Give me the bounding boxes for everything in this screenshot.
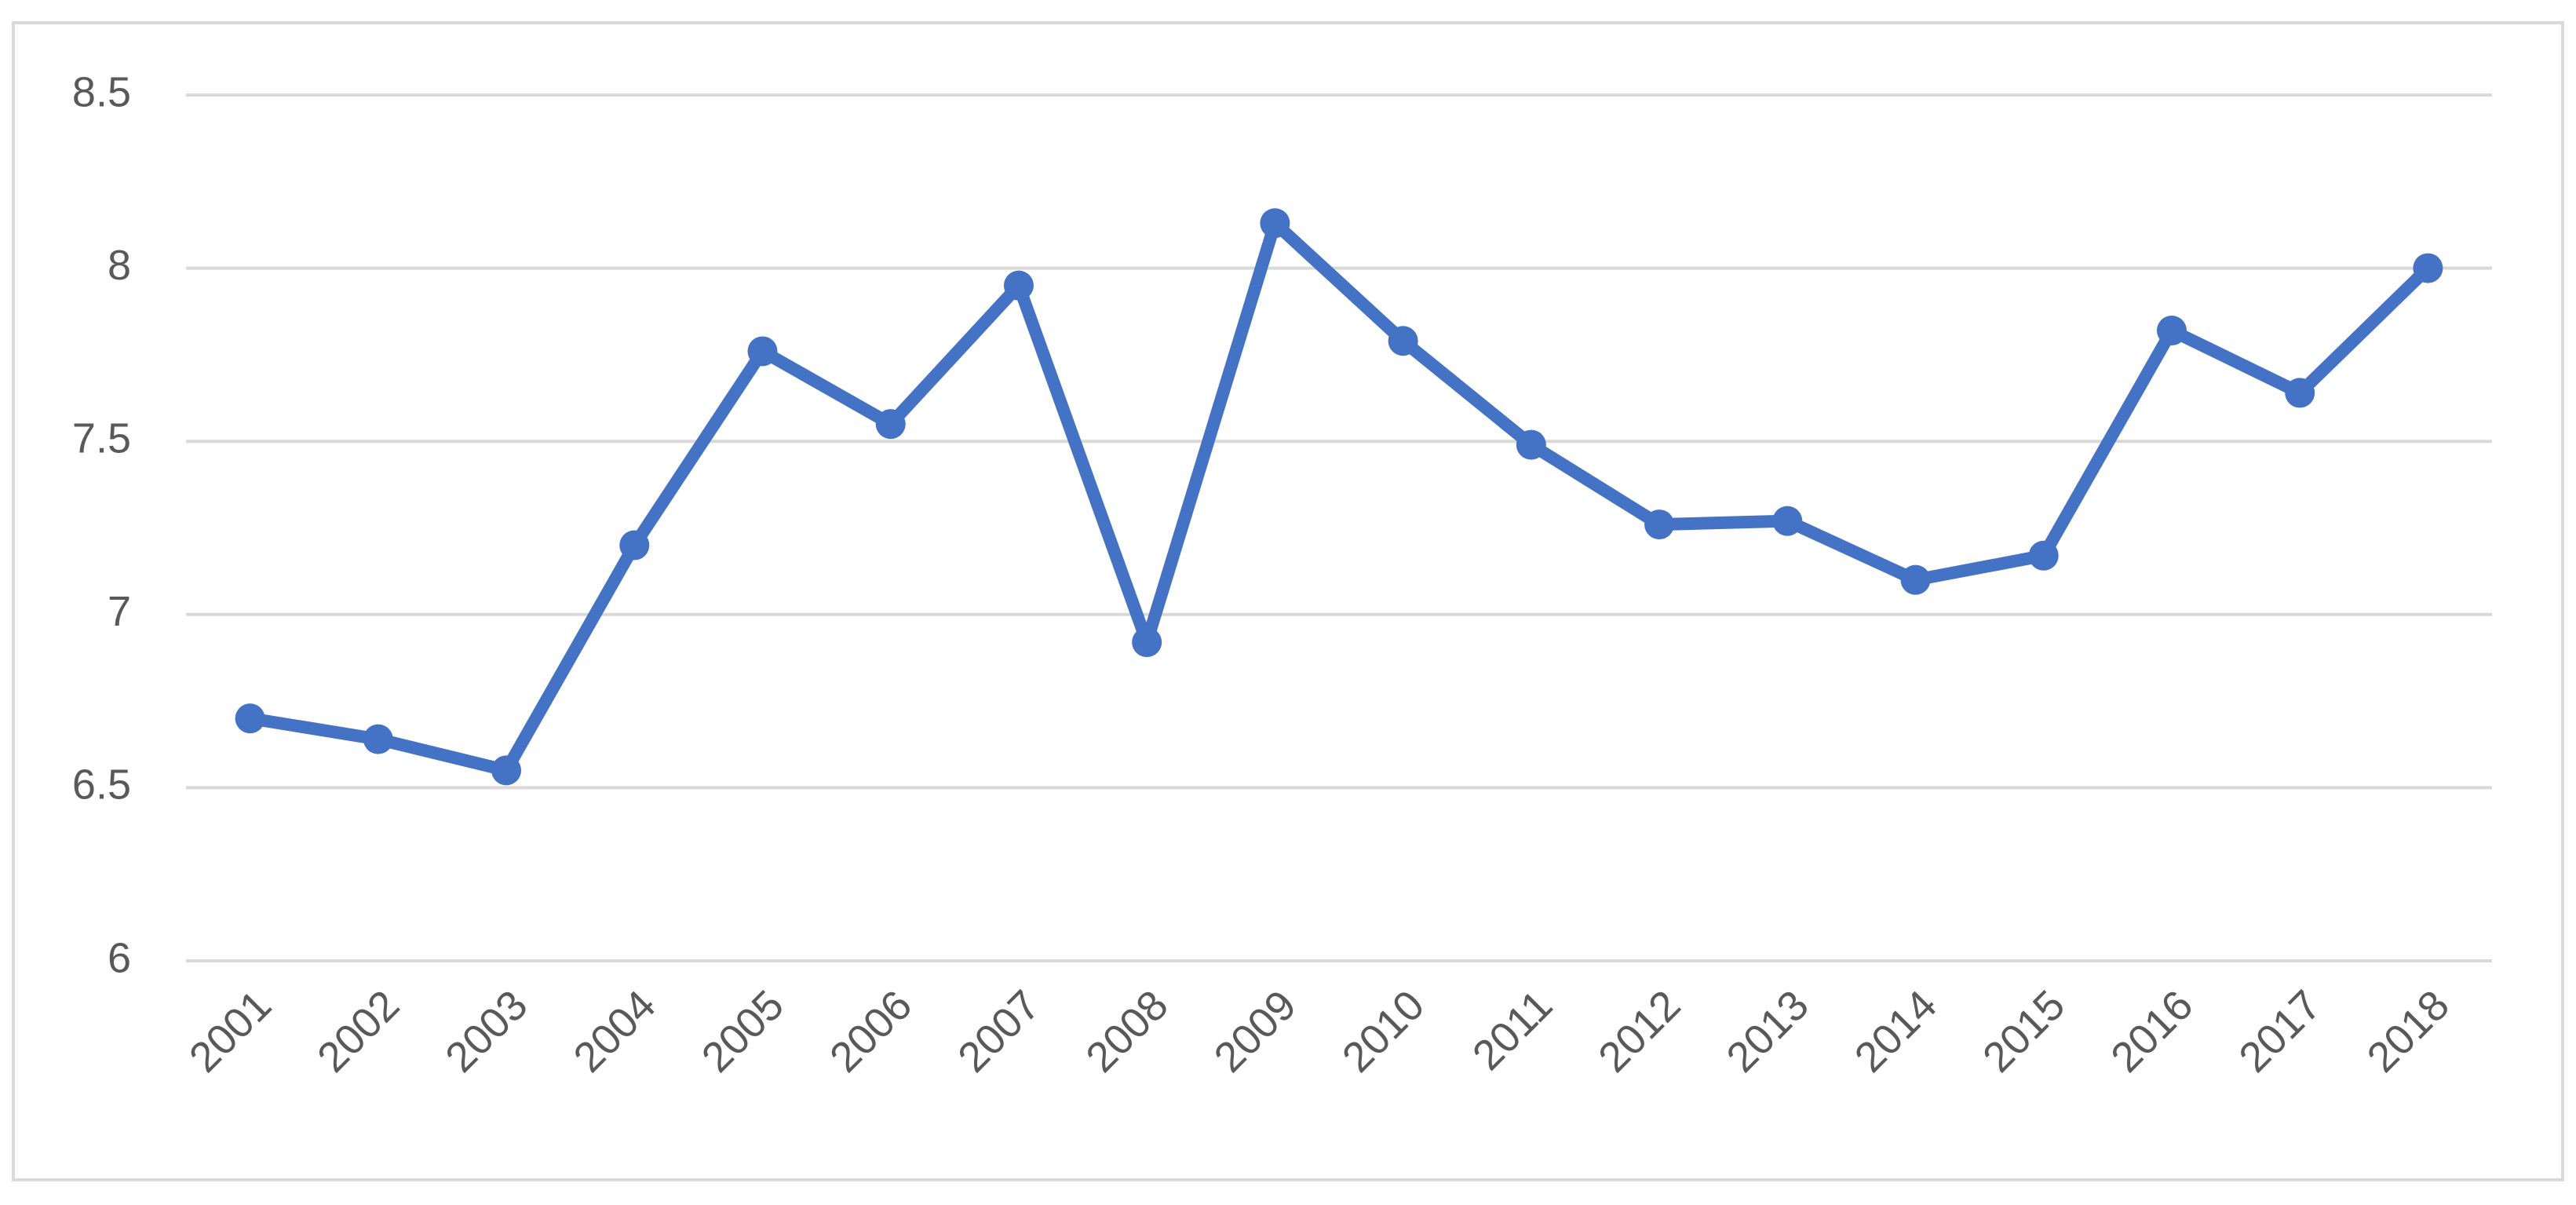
data-point bbox=[2285, 378, 2315, 408]
y-tick-label: 8 bbox=[108, 242, 131, 289]
data-point bbox=[1516, 429, 1546, 460]
chart-border bbox=[12, 21, 2564, 1181]
data-point bbox=[491, 755, 522, 786]
data-point bbox=[875, 409, 906, 440]
data-point bbox=[1388, 326, 1418, 356]
data-point bbox=[1132, 627, 1162, 658]
data-point bbox=[1003, 270, 1034, 301]
data-point bbox=[1900, 564, 1931, 595]
data-point bbox=[2413, 253, 2443, 283]
data-point bbox=[363, 724, 393, 754]
y-tick-label: 6.5 bbox=[72, 761, 131, 809]
y-tick-label: 7 bbox=[108, 588, 131, 635]
data-line bbox=[249, 217, 2432, 777]
data-point bbox=[619, 530, 650, 561]
data-point bbox=[1772, 506, 1803, 536]
y-tick-label: 6 bbox=[108, 934, 131, 981]
y-tick-label: 8.5 bbox=[72, 68, 131, 115]
data-point bbox=[1644, 509, 1675, 540]
data-point bbox=[2156, 316, 2187, 346]
data-point bbox=[1260, 208, 1290, 239]
data-point bbox=[235, 703, 265, 734]
data-point bbox=[2028, 540, 2059, 571]
y-tick-label: 7.5 bbox=[72, 414, 131, 462]
data-point bbox=[747, 336, 778, 367]
